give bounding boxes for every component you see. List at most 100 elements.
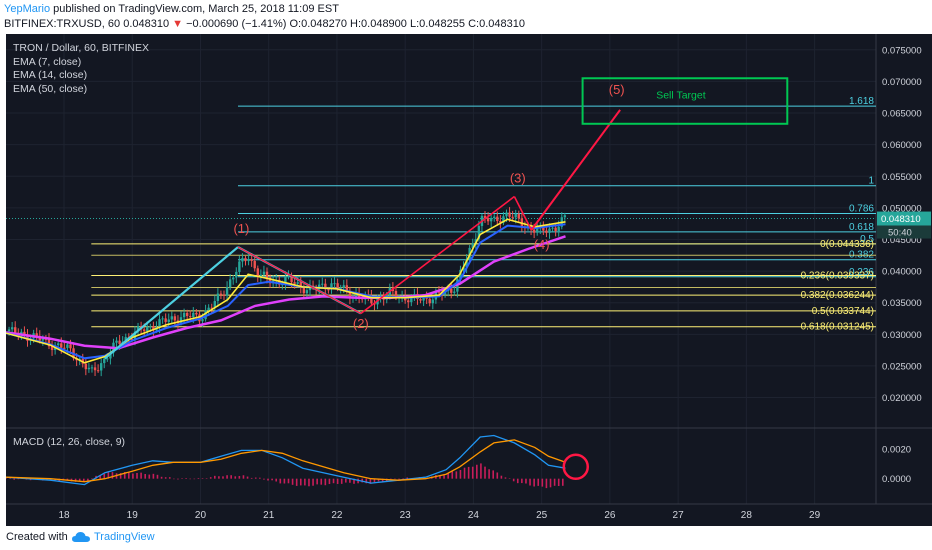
- macd-hist-bar-131: [541, 478, 544, 487]
- candle-body-72: [228, 279, 232, 288]
- macd-hist-bar-94: [390, 478, 392, 480]
- macd-line: [6, 434, 566, 486]
- down-arrow-icon: ▼: [172, 18, 184, 30]
- wave-label-2: (2): [353, 316, 369, 331]
- candle-body-74: [235, 271, 238, 278]
- symbol-line: BITFINEX:TRXUSD, 60 0.048310 ▼ −0.000690…: [4, 18, 525, 30]
- macd-hist-bar-90: [373, 478, 376, 483]
- macd-hist-bar-41: [173, 478, 175, 480]
- candle-body-107: [336, 283, 339, 289]
- candle-body-140: [437, 291, 441, 293]
- legend-ema7[interactable]: EMA (7, close): [13, 55, 82, 68]
- candle-body-138: [431, 299, 435, 304]
- fib-upper-label-2: 0.786: [849, 204, 874, 215]
- macd-hist-bar-64: [267, 478, 269, 481]
- macd-hist-bar-54: [226, 475, 228, 479]
- candle-body-47: [152, 326, 155, 331]
- candle-body-13: [47, 338, 51, 347]
- candle-body-97: [305, 290, 309, 294]
- candle-body-5: [23, 331, 26, 335]
- fib-lower-label-1: 0.236(0.039337): [801, 271, 874, 282]
- candle-body-41: [133, 331, 137, 340]
- candle-body-77: [244, 258, 247, 262]
- author-link[interactable]: YepMario: [4, 3, 51, 15]
- candle-body-161: [502, 216, 505, 223]
- candle-body-145: [453, 291, 456, 293]
- macd-hist-bar-32: [136, 472, 138, 479]
- macd-hist-bar-134: [553, 478, 556, 486]
- macd-hist-bar-45: [189, 478, 192, 480]
- legend-ema14[interactable]: EMA (14, close): [13, 69, 88, 81]
- macd-hist-bar-125: [516, 478, 519, 484]
- macd-hist-bar-75: [312, 478, 314, 486]
- macd-tick-1: 0.0000: [882, 474, 911, 485]
- candle-body-59: [189, 316, 192, 318]
- candle-body-91: [287, 275, 290, 278]
- candle-body-46: [149, 326, 152, 328]
- macd-hist-bar-119: [492, 470, 494, 479]
- candle-body-130: [407, 300, 410, 303]
- candle-body-60: [192, 312, 195, 318]
- macd-legend[interactable]: MACD (12, 26, close, 9): [13, 436, 126, 448]
- tradingview-link[interactable]: TradingView: [94, 531, 155, 543]
- candle-body-78: [247, 259, 250, 262]
- macd-hist-bar-86: [357, 478, 359, 484]
- wave-label-5: (5): [609, 82, 625, 97]
- macd-hist-bar-97: [402, 478, 404, 479]
- macd-hist-bar-133: [549, 478, 552, 488]
- macd-hist-bar-34: [144, 473, 146, 479]
- candle-body-68: [216, 293, 220, 302]
- macd-hist-bar-108: [447, 473, 449, 479]
- candle-body-103: [324, 283, 327, 290]
- macd-hist-bar-59: [246, 476, 249, 479]
- candle-body-51: [164, 318, 167, 322]
- legend-ema50[interactable]: EMA (50, close): [13, 82, 88, 95]
- candle-body-56: [179, 317, 183, 324]
- macd-hist-bar-1: [9, 478, 11, 480]
- candle-body-90: [284, 277, 287, 285]
- macd-signal-line: [6, 439, 566, 483]
- macd-hist-bar-19: [82, 478, 85, 482]
- candle-body-79: [250, 259, 253, 261]
- macd-hist-bar-68: [283, 478, 286, 484]
- wave-label-3: (3): [510, 171, 526, 186]
- tradingview-cloud-icon: [72, 532, 90, 542]
- time-tick-2: 20: [195, 510, 207, 521]
- macd-hist-bar-21: [91, 478, 93, 480]
- macd-hist-bar-83: [345, 478, 347, 483]
- macd-hist-bar-110: [455, 471, 458, 479]
- candle-body-178: [554, 227, 557, 232]
- macd-hist-bar-116: [480, 463, 482, 479]
- candle-body-157: [489, 217, 493, 222]
- fib-lower-label-2: 0.382(0.036244): [801, 290, 874, 301]
- publication-header: YepMario published on TradingView.com, M…: [0, 0, 932, 34]
- candle-body-80: [253, 260, 256, 269]
- macd-hist-bar-26: [111, 472, 114, 479]
- fib-upper-label-1: 1: [868, 176, 874, 187]
- macd-hist-bar-50: [209, 477, 212, 479]
- candle-body-61: [195, 312, 198, 315]
- macd-hist-bar-80: [332, 478, 335, 484]
- macd-hist-bar-25: [107, 472, 110, 479]
- macd-hist-bar-40: [168, 477, 171, 479]
- macd-hist-bar-63: [263, 478, 265, 480]
- candle-body-66: [210, 307, 213, 309]
- macd-hist-bar-98: [406, 477, 409, 479]
- macd-hist-bar-81: [336, 478, 339, 484]
- macd-hist-bar-58: [242, 475, 245, 479]
- macd-hist-bar-30: [128, 472, 130, 479]
- candle-body-155: [483, 215, 487, 219]
- candle-body-18: [63, 347, 66, 349]
- macd-hist-bar-121: [500, 475, 503, 479]
- candle-body-65: [207, 307, 210, 311]
- chart-svg[interactable]: 1.61810.7860.6180.50.3820.2360(0.044336)…: [6, 34, 932, 526]
- macd-hist-bar-106: [439, 475, 441, 479]
- chart-area[interactable]: 1.618 1 0.786 0.618 0.5 0.382 0.236 0(0.044336)…: [6, 34, 932, 526]
- fib-upper-label-3: 0.618: [849, 222, 874, 233]
- macd-hist-bar-61: [254, 477, 257, 479]
- candle-body-58: [185, 312, 189, 317]
- macd-hist-bar-89: [369, 478, 372, 484]
- macd-hist-bar-130: [537, 478, 540, 486]
- candle-body-83: [262, 271, 266, 275]
- candle-body-82: [259, 274, 263, 277]
